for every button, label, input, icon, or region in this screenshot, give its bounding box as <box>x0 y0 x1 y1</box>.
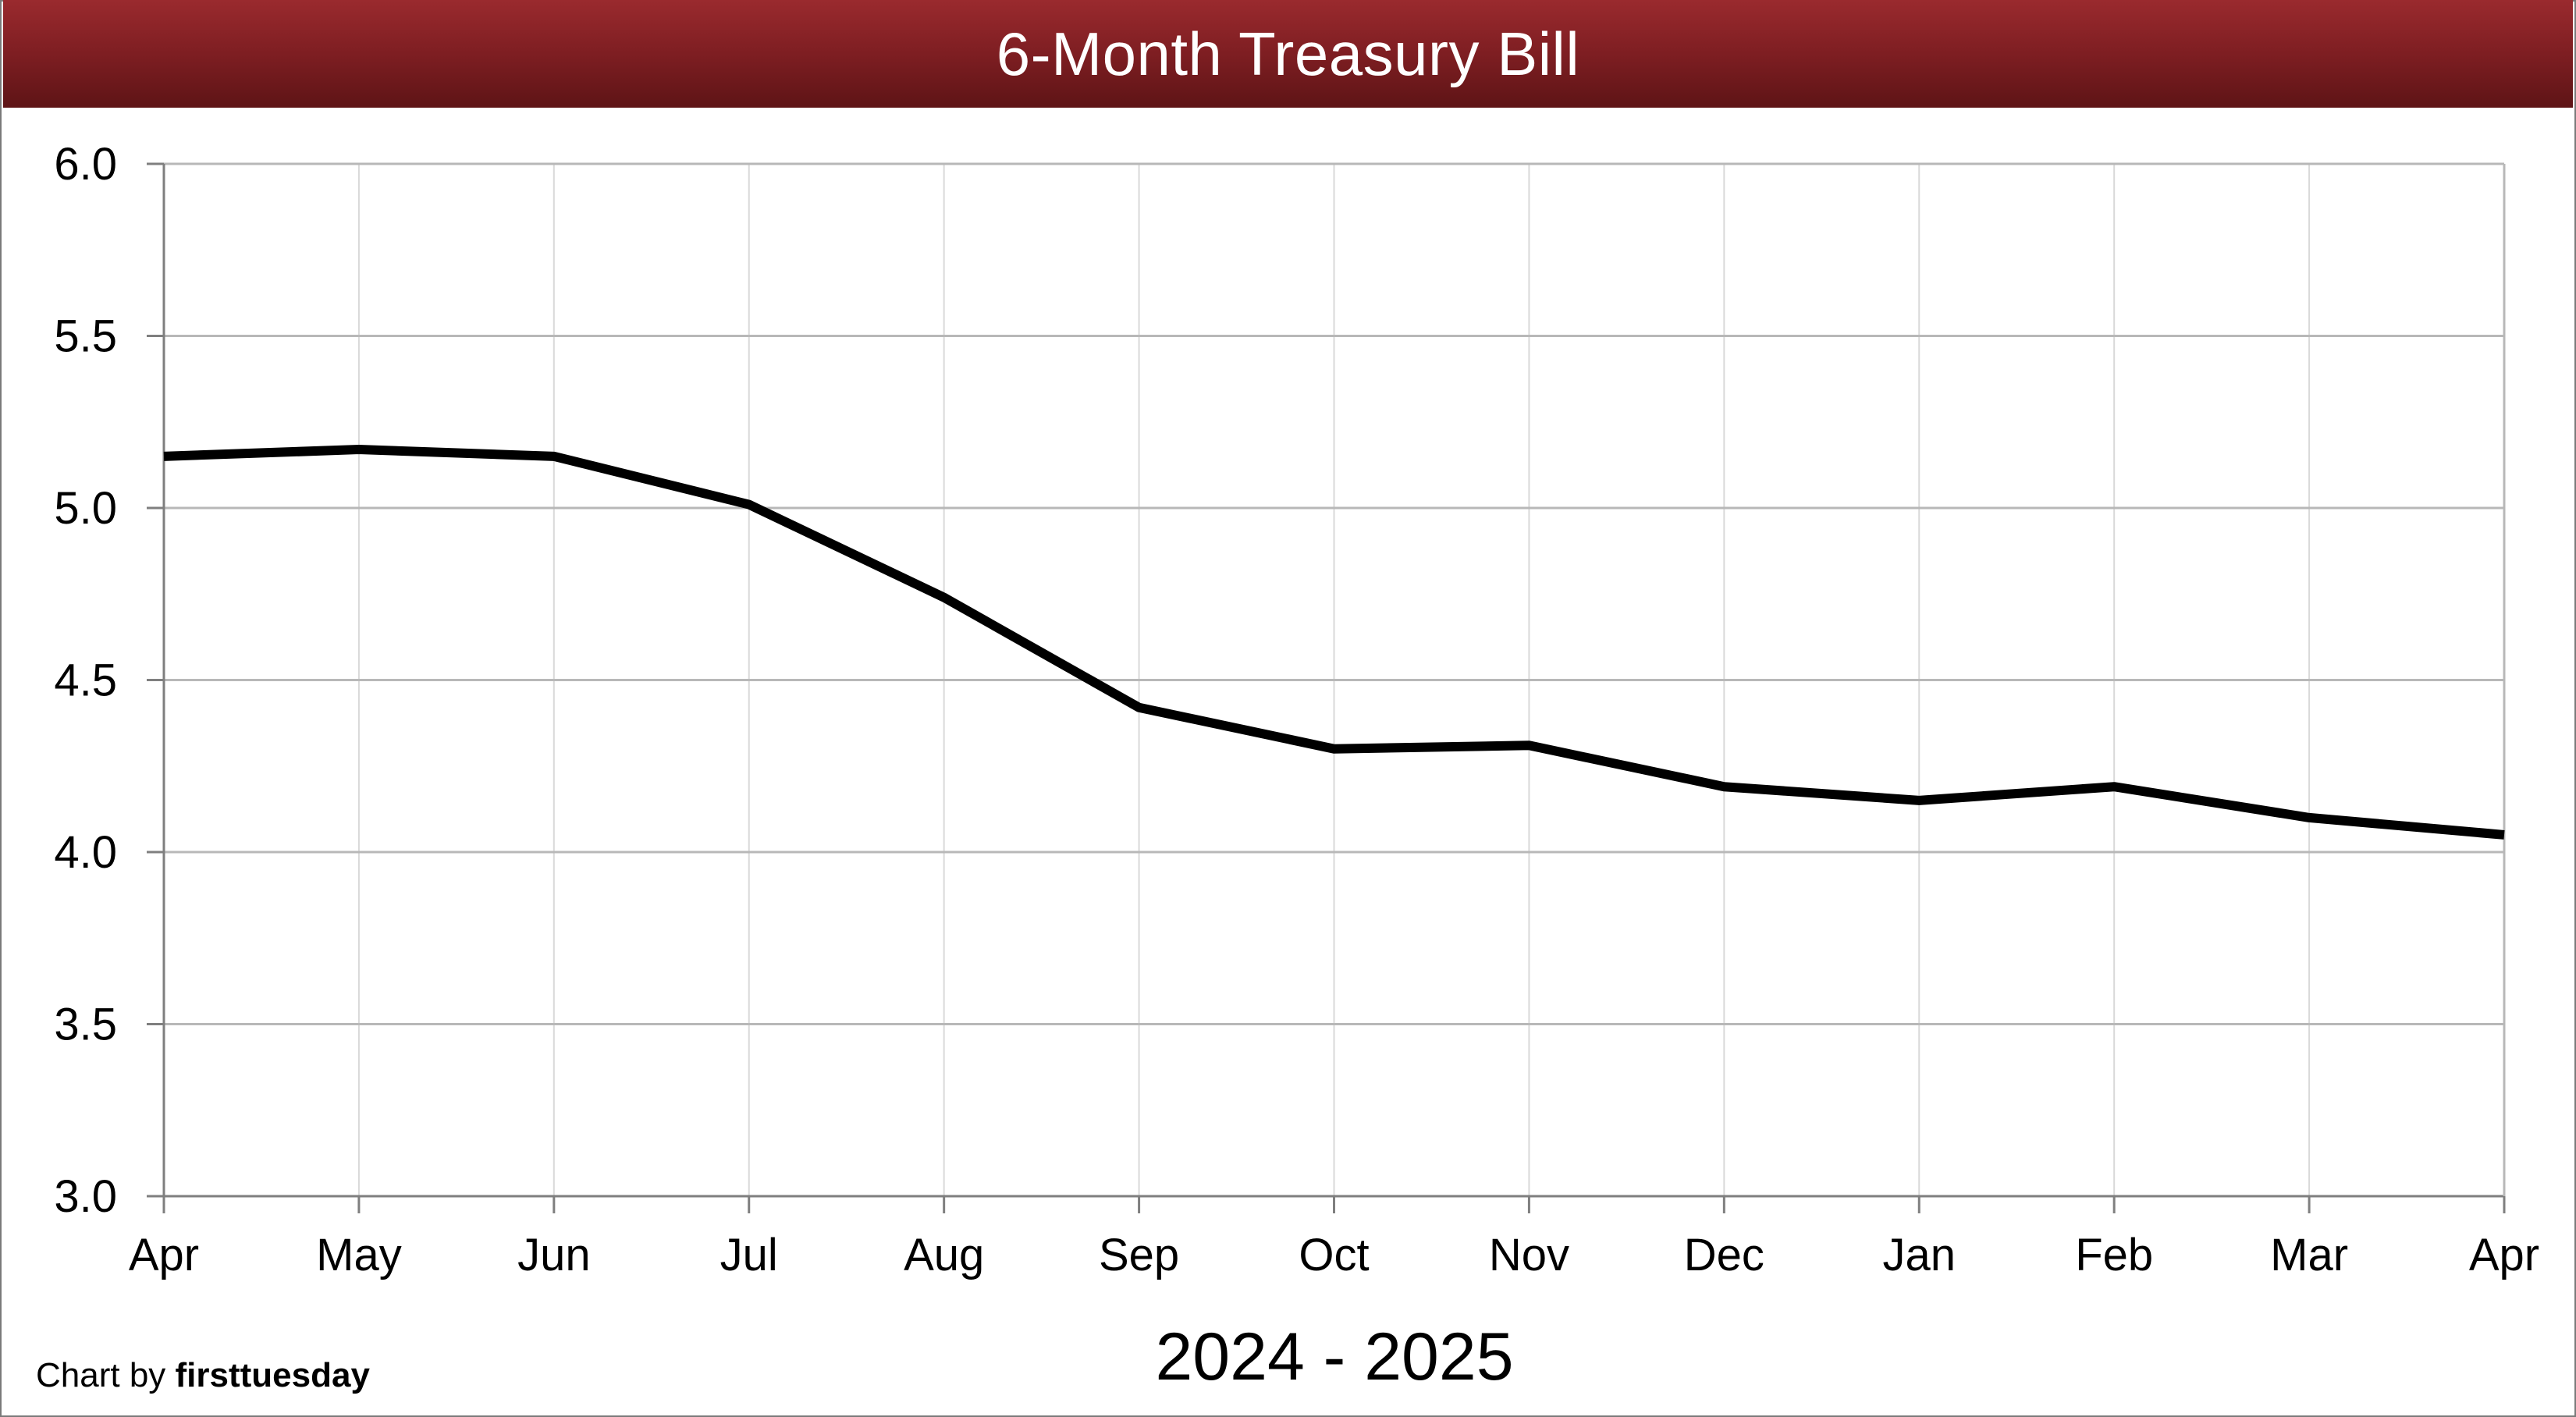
x-tick-label: Apr <box>129 1230 199 1280</box>
chart-credit: Chart by firsttuesday <box>36 1356 370 1395</box>
chart-title: 6-Month Treasury Bill <box>996 19 1580 88</box>
y-tick-label: 3.5 <box>54 1000 117 1050</box>
x-tick-label: Feb <box>2075 1230 2153 1280</box>
x-tick-label: May <box>316 1230 402 1280</box>
x-tick-label: Jul <box>720 1230 778 1280</box>
x-tick-label: Dec <box>1684 1230 1764 1280</box>
series-line <box>163 445 2505 840</box>
credit-prefix: Chart by <box>36 1356 176 1394</box>
x-tick-label: Nov <box>1489 1230 1569 1280</box>
credit-brand: firsttuesday <box>175 1356 370 1394</box>
y-tick-label: 4.0 <box>54 827 117 878</box>
y-tick-label: 5.5 <box>54 311 117 362</box>
x-tick-label: Oct <box>1299 1230 1369 1280</box>
chart-header: 6-Month Treasury Bill <box>3 0 2573 108</box>
y-tick-label: 4.5 <box>54 655 117 706</box>
x-tick-label: Apr <box>2469 1230 2539 1280</box>
x-tick-labels: Apr May Jun Jul Aug Sep Oct Nov Dec Jan Feb Mar Apr <box>129 1230 2539 1280</box>
y-tick-labels: 3.0 3.5 4.0 4.5 5.0 5.5 6.0 <box>54 139 117 1222</box>
x-tick-label: Sep <box>1099 1230 1179 1280</box>
x-tick-label: Aug <box>904 1230 984 1280</box>
x-axis-label: 2024 - 2025 <box>1155 1319 1514 1394</box>
y-tick-label: 5.0 <box>54 483 117 534</box>
axes <box>147 162 2506 1213</box>
series-group <box>163 445 2505 840</box>
y-tick-label: 3.0 <box>54 1171 117 1222</box>
horizontal-gridlines <box>164 162 2504 1025</box>
y-tick-label: 6.0 <box>54 139 117 190</box>
x-tick-label: Jun <box>517 1230 591 1280</box>
x-tick-label: Jan <box>1882 1230 1956 1280</box>
x-tick-label: Mar <box>2270 1230 2348 1280</box>
